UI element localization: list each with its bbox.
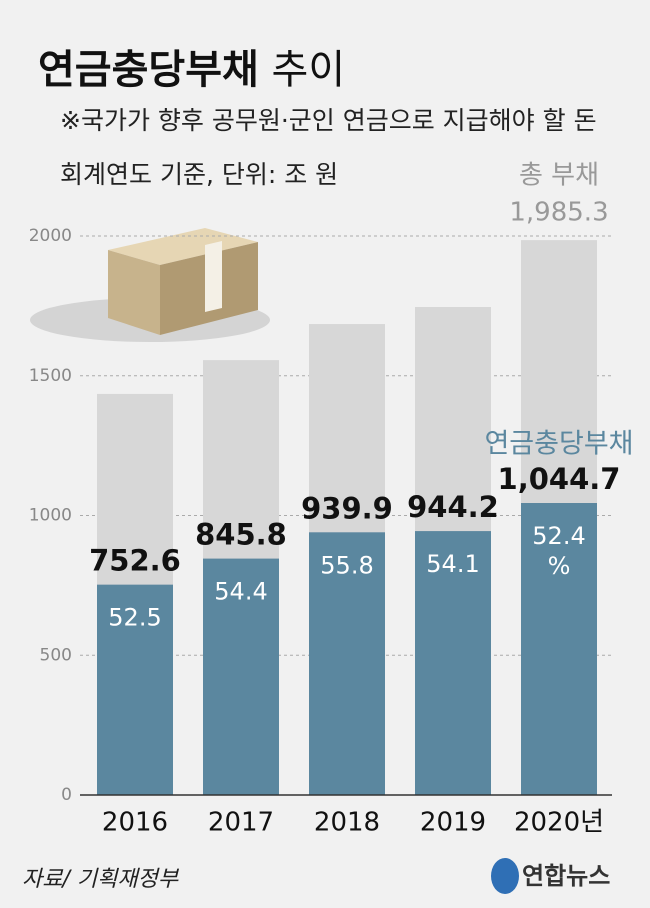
bar <box>97 584 173 795</box>
source: 자료/ 기획재정부 <box>22 867 180 892</box>
value-label: 944.2 <box>407 490 499 524</box>
logo-icon <box>491 858 519 894</box>
money-icon <box>30 228 270 342</box>
icon-band <box>205 241 222 312</box>
share-label: 54.4 <box>214 578 267 606</box>
share-label: 52.5 <box>108 604 161 632</box>
bar <box>203 558 279 795</box>
x-tick-label: 2017 <box>208 808 274 838</box>
value-label: 752.6 <box>89 544 181 578</box>
chart-title: 연금충당부채 추이 <box>38 47 345 93</box>
bar <box>309 532 385 795</box>
y-tick-label: 500 <box>40 645 72 665</box>
y-tick-label: 1000 <box>29 506 72 526</box>
logo-text: 연합뉴스 <box>522 862 610 890</box>
value-label: 939.9 <box>301 491 393 525</box>
unit-note: 회계연도 기준, 단위: 조 원 <box>60 160 338 189</box>
legend-entry: 총 부채 <box>519 161 599 191</box>
y-tick-label: 0 <box>61 785 72 805</box>
value-label: 1,985.3 <box>509 198 608 228</box>
logo: 연합뉴스 <box>491 858 610 894</box>
share-label: 52.4% <box>532 522 585 580</box>
value-label: 1,044.7 <box>498 462 621 496</box>
share-label: 55.8 <box>320 551 373 579</box>
y-tick-label: 1500 <box>29 366 72 386</box>
icon-bills <box>108 228 258 265</box>
value-label: 845.8 <box>195 518 287 552</box>
x-tick-label: 2018 <box>314 808 380 838</box>
x-tick-label: 2016 <box>102 808 168 838</box>
x-tick-label: 2020년 <box>514 808 604 838</box>
icon-bills <box>108 250 160 335</box>
y-tick-label: 2000 <box>29 226 72 246</box>
legend-entry: 연금충당부채 <box>484 429 633 460</box>
share-label: 54.1 <box>426 550 479 578</box>
bar <box>521 503 597 795</box>
subtitle: ※국가가 향후 공무원·군인 연금으로 지급해야 할 돈 <box>60 106 597 135</box>
bar <box>415 531 491 795</box>
x-tick-label: 2019 <box>420 808 486 838</box>
